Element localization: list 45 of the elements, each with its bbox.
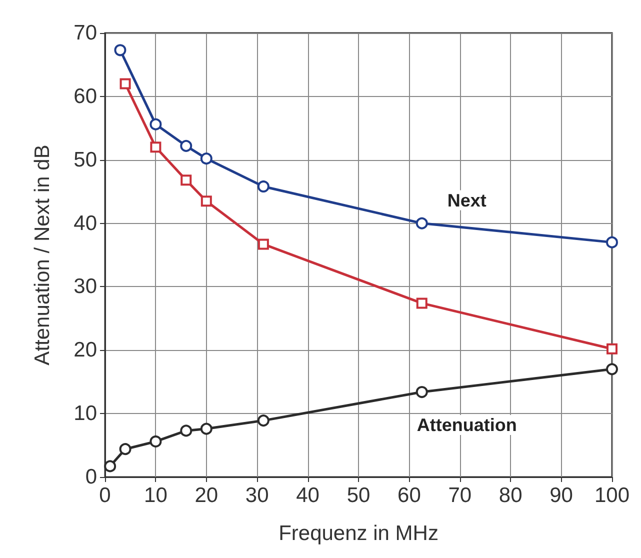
- point: [257, 180, 270, 192]
- point: [257, 414, 270, 427]
- point: [180, 140, 192, 152]
- y-tick-label: 0: [85, 466, 97, 488]
- point: [416, 298, 428, 309]
- point: [200, 196, 212, 207]
- y-tick-label: 10: [74, 402, 97, 426]
- y-tick-label: 30: [74, 275, 97, 298]
- point: [606, 363, 618, 376]
- point: [416, 217, 428, 230]
- y-axis-title: Attenuation / Next in dB: [31, 144, 54, 366]
- point: [150, 118, 162, 130]
- x-tick-label: 100: [594, 484, 630, 507]
- series-label: Attenuation: [416, 415, 517, 436]
- series-label: Next: [447, 190, 486, 210]
- y-tick-label: 20: [74, 338, 97, 362]
- point: [119, 443, 132, 456]
- point: [114, 44, 126, 56]
- point: [606, 343, 618, 354]
- y-tick-label: 60: [74, 84, 97, 108]
- point: [180, 174, 192, 186]
- x-tick-label: 50: [346, 484, 370, 507]
- x-tick-label: 10: [144, 484, 168, 507]
- point: [150, 142, 162, 153]
- point: [200, 152, 212, 165]
- point: [258, 238, 269, 250]
- point: [104, 460, 116, 472]
- point: [200, 422, 212, 435]
- y-tick-label: 40: [74, 212, 97, 235]
- x-tick-label: 90: [550, 484, 573, 507]
- x-tick-label: 20: [194, 484, 218, 507]
- point: [150, 435, 162, 448]
- x-tick-label: 80: [498, 484, 522, 507]
- y-tick-label: 50: [74, 148, 97, 172]
- point: [606, 236, 618, 248]
- x-tick-label: 60: [398, 484, 421, 507]
- y-tick-label: 70: [74, 22, 97, 44]
- x-tick-label: 40: [296, 484, 320, 507]
- point: [120, 78, 131, 90]
- x-tick-label: 70: [448, 484, 472, 507]
- x-tick-label: 0: [99, 484, 111, 507]
- x-axis-title: Frequenz in MHz: [278, 522, 438, 545]
- point: [416, 386, 428, 398]
- point: [180, 424, 192, 437]
- x-tick-label: 30: [245, 484, 269, 507]
